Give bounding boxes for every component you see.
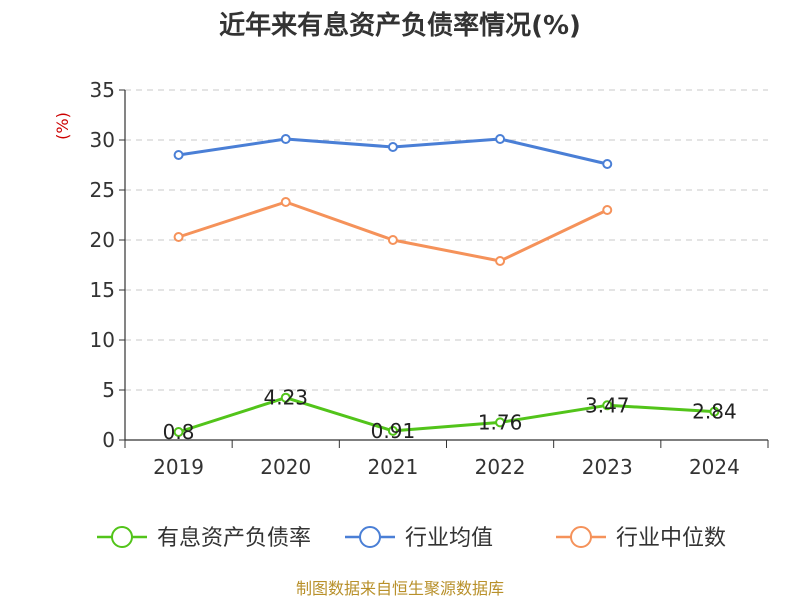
data-label: 2.84 (692, 400, 737, 424)
data-point (280, 134, 291, 144)
data-point (280, 197, 291, 207)
y-axis-unit-label: (%) (53, 112, 72, 140)
axes: 0 5 10 15 20 25 30 35 2019 2020 2021 2022 2023 2024 (90, 78, 769, 479)
y-tick-label: 15 (90, 278, 115, 302)
legend-marker (570, 526, 592, 548)
series-line-2 (178, 200, 608, 263)
data-label: 0.8 (163, 420, 195, 444)
data-point (387, 235, 398, 245)
y-tick-label: 0 (102, 428, 115, 452)
data-point (387, 142, 398, 152)
x-tick-label: 2020 (260, 455, 311, 479)
data-label: 1.76 (478, 410, 523, 434)
data-point (602, 159, 613, 169)
legend-marker (359, 526, 381, 548)
y-tick-label: 20 (90, 228, 115, 252)
data-point (173, 232, 184, 242)
x-tick-label: 2024 (689, 455, 740, 479)
legend: 有息资产负债率 行业均值 行业中位数 (97, 526, 726, 551)
y-tick-label: 5 (102, 378, 115, 402)
x-tick-label: 2021 (367, 455, 418, 479)
y-tick-label: 35 (90, 78, 115, 102)
data-labels: 0.8 4.23 0.91 1.76 3.47 2.84 (163, 386, 737, 444)
data-point (173, 427, 184, 437)
data-point (709, 406, 720, 417)
grid-lines (125, 89, 768, 391)
x-tick-label: 2023 (582, 455, 633, 479)
data-point (173, 150, 184, 160)
data-point (495, 134, 506, 144)
series-line-0 (178, 396, 715, 434)
x-tick-label: 2019 (153, 455, 204, 479)
data-point (602, 205, 613, 215)
x-tick-label: 2022 (475, 455, 526, 479)
legend-label: 行业均值 (405, 526, 493, 551)
y-tick-label: 25 (90, 178, 115, 202)
data-point (387, 425, 398, 436)
data-point (495, 417, 506, 428)
data-label: 4.23 (263, 386, 308, 410)
source-note: 制图数据来自恒生聚源数据库 (296, 579, 504, 598)
data-point (602, 400, 613, 411)
y-tick-label: 10 (90, 328, 115, 352)
legend-label: 有息资产负债率 (157, 526, 311, 551)
legend-label: 行业中位数 (616, 526, 726, 551)
data-label: 0.91 (371, 419, 416, 443)
series-group (173, 134, 720, 437)
data-label: 3.47 (585, 393, 630, 417)
legend-marker (111, 526, 133, 548)
data-point (280, 392, 291, 403)
data-point (495, 256, 506, 266)
chart-title: 近年来有息资产负债率情况(%) (219, 10, 581, 41)
y-tick-label: 30 (90, 128, 115, 152)
